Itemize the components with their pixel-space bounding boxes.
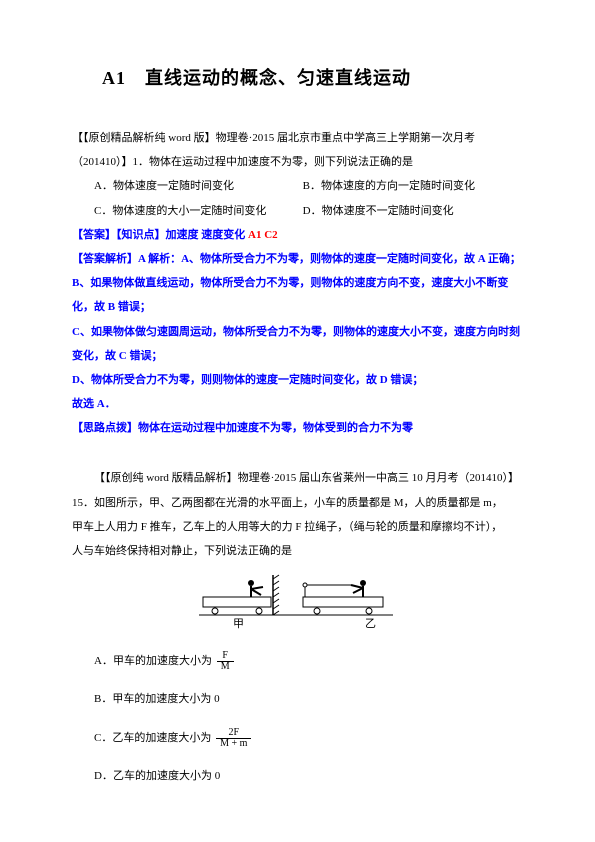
q2-option-a-text: A．甲车的加速度大小为 (94, 655, 212, 667)
q2-options: A．甲车的加速度大小为 F M B．甲车的加速度大小为 0 C．乙车的加速度大小… (72, 649, 523, 788)
q2-option-c: C．乙车的加速度大小为 2F M + m (94, 726, 523, 750)
q2-option-b: B．甲车的加速度大小为 0 (94, 687, 523, 711)
frac-c-num: 2F (216, 728, 251, 739)
q1-think: 【思路点拨】物体在运动过程中加速度不为零，物体受到的合力不为零 (72, 416, 523, 440)
page-title: A1 直线运动的概念、匀速直线运动 (72, 60, 523, 96)
q2-line3: 人与车始终保持相对静止，下列说法正确的是 (72, 539, 523, 563)
q1-explain-a: 【答案解析】A 解析：A、物体所受合力不为零，则物体的速度一定随时间变化，故 A… (72, 247, 523, 271)
q2-line1: 15．如图所示，甲、乙两图都在光滑的水平面上，小车的质量都是 M，人的质量都是 … (72, 491, 523, 515)
fraction-a: F M (217, 651, 234, 672)
q1-knowledge-text: 【答案】【知识点】加速度 速度变化 (72, 229, 248, 241)
diagram-svg: 甲 乙 (193, 573, 403, 631)
q1-knowledge: 【答案】【知识点】加速度 速度变化 A1 C2 (72, 223, 523, 247)
q1-stem: 【【原创精品解析纯 word 版】物理卷·2015 届北京市重点中学高三上学期第… (72, 126, 523, 174)
q2-option-c-text: C．乙车的加速度大小为 (94, 732, 211, 744)
q2-line2: 甲车上人用力 F 推车，乙车上的人用等大的力 F 拉绳子，（绳与轮的质量和摩擦均… (72, 515, 523, 539)
frac-c-den: M + m (216, 739, 251, 749)
q2-source: 【【原创纯 word 版精品解析】物理卷·2015 届山东省莱州一中高三 10 … (72, 466, 523, 490)
q1-explain-select: 故选 A． (72, 392, 523, 416)
q2-option-d: D．乙车的加速度大小为 0 (94, 764, 523, 788)
q2-stem1: 如图所示，甲、乙两图都在光滑的水平面上，小车的质量都是 M，人的质量都是 m， (94, 497, 503, 509)
q1-stem-text: 物体在运动过程中加速度不为零，则下列说法正确的是 (149, 156, 413, 168)
q1-explain-b: B、如果物体做直线运动，物体所受合力不为零，则物体的速度方向不变，速度大小不断变… (72, 271, 523, 319)
fig-label-right: 乙 (365, 617, 376, 630)
q1-explain-c: C、如果物体做匀速圆周运动，物体所受合力不为零，则物体的速度大小不变，速度方向时… (72, 320, 523, 368)
q1-options: A．物体速度一定随时间变化 B．物体速度的方向一定随时间变化 C．物体速度的大小… (72, 174, 523, 222)
fraction-c: 2F M + m (216, 728, 251, 749)
document-page: A1 直线运动的概念、匀速直线运动 【【原创精品解析纯 word 版】物理卷·2… (0, 0, 595, 842)
q1-option-d: D．物体速度不一定随时间变化 (303, 199, 509, 223)
q1-answer-code: A1 C2 (248, 229, 278, 241)
cart-right-icon (303, 580, 383, 614)
q1-explain-d: D、物体所受合力不为零，则则物体的速度一定随时间变化，故 D 错误； (72, 368, 523, 392)
frac-a-den: M (217, 662, 234, 672)
q1-option-b: B．物体速度的方向一定随时间变化 (303, 174, 509, 198)
q2-figure: 甲 乙 (72, 573, 523, 639)
cart-left-icon (203, 575, 279, 615)
q2-option-a: A．甲车的加速度大小为 F M (94, 649, 523, 673)
q1-option-a: A．物体速度一定随时间变化 (94, 174, 300, 198)
q2-number: 15． (72, 497, 94, 509)
section-divider (72, 440, 523, 466)
fig-label-left: 甲 (233, 618, 244, 630)
q1-option-c: C．物体速度的大小一定随时间变化 (94, 199, 300, 223)
